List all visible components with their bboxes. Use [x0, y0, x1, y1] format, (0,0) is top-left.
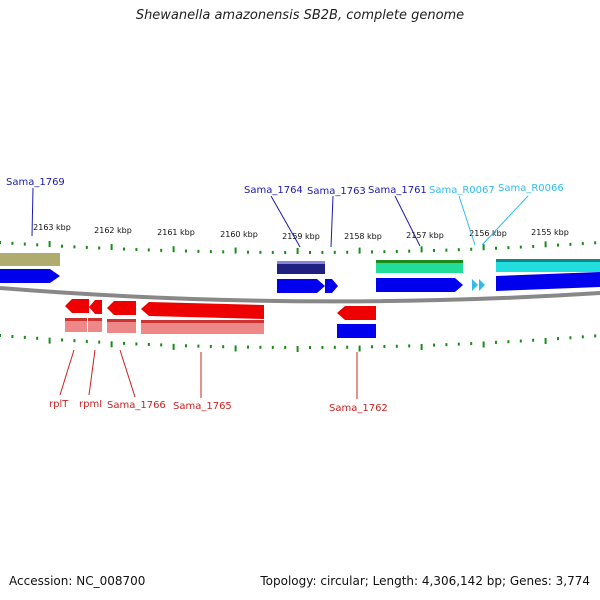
gene-box-sama-1764[interactable]: [277, 261, 325, 274]
cds-arrow-sama-r0066[interactable]: [496, 272, 600, 291]
gene-box-sama-r0066[interactable]: [496, 259, 600, 272]
cds-arrow-sama-1761[interactable]: [376, 278, 463, 292]
gene-box-rpmi-hl: [88, 318, 102, 321]
cds-arrow-sama-1769[interactable]: [0, 269, 60, 283]
gene-box-sama-1765-hl: [141, 320, 264, 323]
ruler-label: 2163 kbp: [33, 223, 71, 232]
gene-label-sama-1761[interactable]: Sama_1761: [368, 185, 427, 196]
gene-box-sama-1769[interactable]: [0, 253, 60, 266]
gene-box-sama-1761[interactable]: [376, 260, 463, 273]
gene-box-sama-1766[interactable]: [107, 319, 136, 333]
cds-arrow-sama-1765[interactable]: [141, 302, 264, 319]
gene-label-sama-1762[interactable]: Sama_1762: [329, 403, 388, 414]
topology-text: Topology: circular; Length: 4,306,142 bp…: [260, 574, 590, 588]
gene-box-sama-1761-hl: [376, 260, 463, 263]
ruler-ticks-bottom: [0, 334, 597, 352]
ruler-label: 2158 kbp: [344, 232, 382, 241]
cds-arrow-sama-1763[interactable]: [325, 279, 338, 293]
gene-label-sama-1765[interactable]: Sama_1765: [173, 401, 232, 412]
ruler-label: 2162 kbp: [94, 226, 132, 235]
gene-label-rplt[interactable]: rplT: [49, 399, 69, 410]
cds-arrow-rplt[interactable]: [65, 299, 89, 313]
gene-label-sama-1769[interactable]: Sama_1769: [6, 177, 65, 188]
leader-line: [119, 349, 136, 398]
gene-label-sama-1764[interactable]: Sama_1764: [244, 185, 303, 196]
leader-line: [330, 195, 334, 248]
gene-label-sama-1766[interactable]: Sama_1766: [107, 400, 166, 411]
ruler-label: 2155 kbp: [531, 228, 569, 237]
ruler-label: 2161 kbp: [157, 228, 195, 237]
gene-box-sama-1764-hl: [277, 261, 325, 264]
leader-line: [458, 195, 476, 246]
rna-arrow-sama-r0067[interactable]: [472, 279, 478, 291]
rna-label-sama-r0066[interactable]: Sama_R0066: [498, 183, 564, 194]
genome-backbone: [0, 286, 600, 304]
map-title: Shewanella amazonensis SB2B, complete ge…: [135, 8, 465, 23]
leader-line: [394, 195, 421, 247]
cds-arrow-sama-1766[interactable]: [107, 301, 136, 315]
gene-box-rplt[interactable]: [65, 318, 87, 332]
ruler-label: 2157 kbp: [406, 231, 444, 240]
gene-box-rpmi[interactable]: [88, 318, 102, 332]
leader-line: [481, 195, 529, 246]
cds-arrow-rpmi[interactable]: [89, 300, 102, 314]
ruler-label: 2160 kbp: [220, 230, 258, 239]
cds-arrow-sama-1762[interactable]: [337, 306, 376, 320]
ruler-label: 2156 kbp: [469, 229, 507, 238]
gene-box-sama-1762[interactable]: [337, 324, 376, 338]
leader-line: [59, 349, 75, 396]
accession-text: Accession: NC_008700: [9, 574, 146, 588]
leader-line: [88, 349, 96, 396]
leader-line: [31, 187, 34, 237]
cds-arrow-sama-1764[interactable]: [277, 279, 325, 293]
leader-line: [270, 195, 301, 248]
gene-box-sama-1765[interactable]: [141, 320, 264, 334]
gene-box-sama-1766-hl: [107, 319, 136, 322]
ruler-ticks-top: [0, 241, 597, 254]
gene-label-sama-1763[interactable]: Sama_1763: [307, 186, 366, 197]
ruler-label: 2159 kbp: [282, 232, 320, 241]
gene-label-rpmi[interactable]: rpmI: [79, 399, 102, 410]
rna-label-sama-r0067[interactable]: Sama_R0067: [429, 185, 495, 196]
gene-box-rplt-hl: [65, 318, 87, 321]
gene-box-sama-r0066-hl: [496, 259, 600, 262]
rna-arrow-sama-r0067b[interactable]: [479, 279, 485, 291]
